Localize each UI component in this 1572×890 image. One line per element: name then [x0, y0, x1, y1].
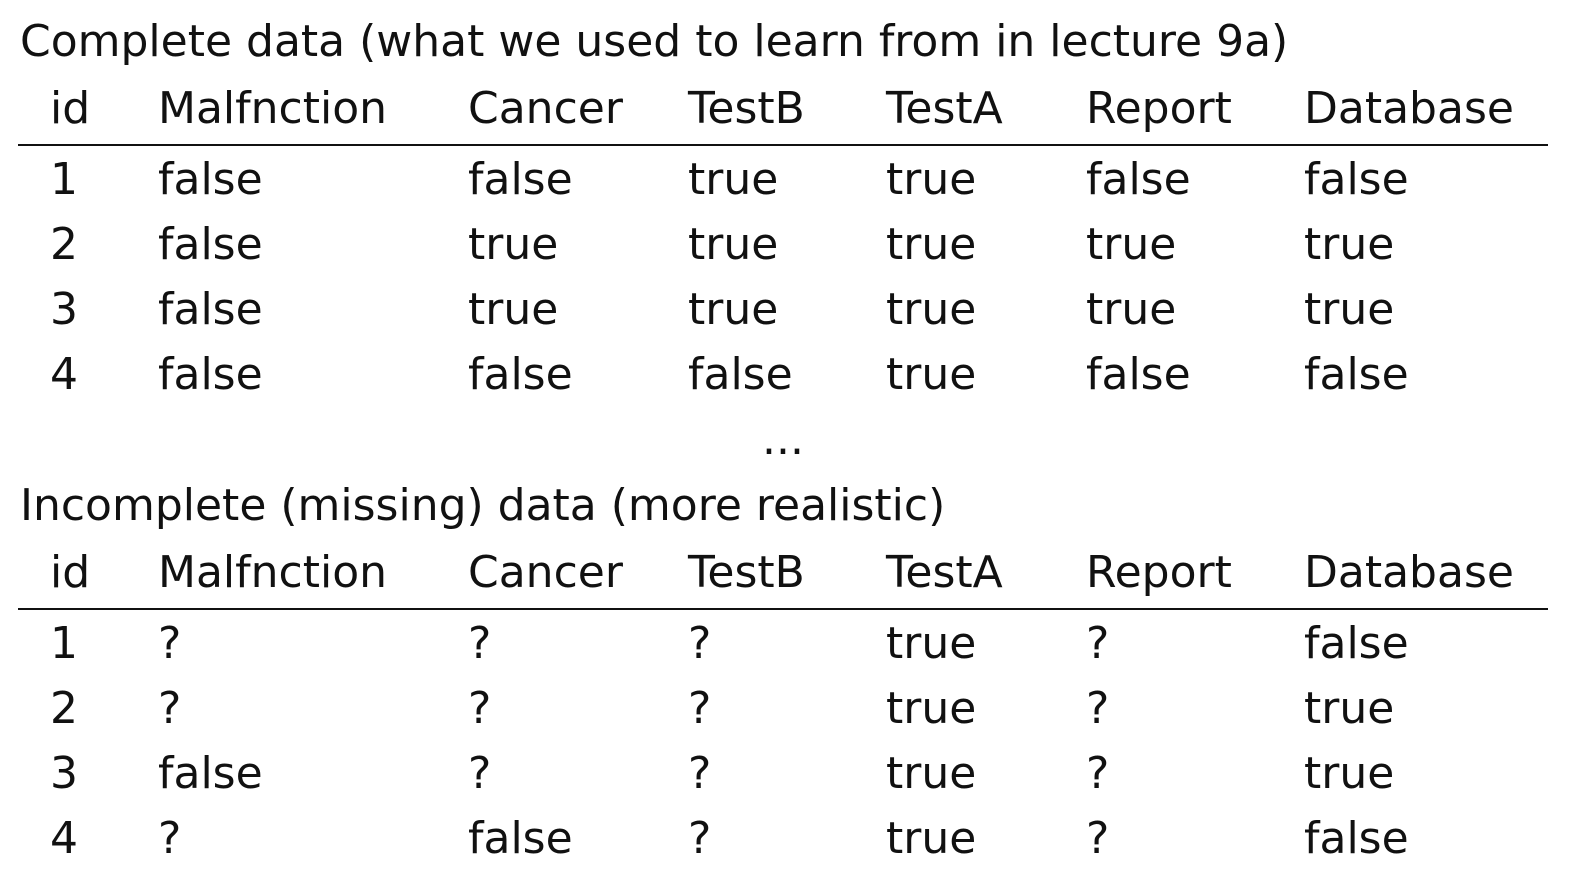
table-row: 3 false true true true true true: [18, 276, 1548, 341]
table-cell: false: [1304, 349, 1409, 400]
table-row: 4 false false false true false false: [18, 341, 1548, 406]
table-cell: true: [886, 219, 977, 270]
column-header-testb: TestB: [688, 547, 805, 598]
table-cell: false: [1304, 813, 1409, 864]
table-cell: true: [688, 284, 779, 335]
table-cell: 2: [50, 219, 78, 270]
table-cell: true: [886, 683, 977, 734]
table-cell: ?: [158, 618, 182, 669]
table-cell: ?: [1086, 683, 1110, 734]
column-header-malfnction: Malfnction: [158, 547, 388, 598]
column-header-id: id: [50, 83, 91, 134]
column-header-malfnction: Malfnction: [158, 83, 388, 134]
table-cell: true: [1304, 683, 1395, 734]
table-cell: true: [688, 154, 779, 205]
table-cell: false: [1304, 154, 1409, 205]
complete-data-table: id Malfnction Cancer TestB TestA Report …: [18, 80, 1548, 406]
column-header-database: Database: [1304, 83, 1514, 134]
table-cell: 3: [50, 284, 78, 335]
table-cell: true: [1086, 219, 1177, 270]
column-header-testa: TestA: [886, 83, 1003, 134]
table-cell: ?: [1086, 748, 1110, 799]
table-cell: ?: [1086, 618, 1110, 669]
table-cell: false: [158, 349, 263, 400]
table-row: 3 false ? ? true ? true: [18, 740, 1548, 805]
column-header-id: id: [50, 547, 91, 598]
table-cell: true: [1304, 219, 1395, 270]
table-cell: true: [468, 219, 559, 270]
table-cell: ?: [688, 683, 712, 734]
table-header-row: id Malfnction Cancer TestB TestA Report …: [18, 544, 1548, 610]
table-cell: false: [688, 349, 793, 400]
column-header-report: Report: [1086, 83, 1232, 134]
table-header-row: id Malfnction Cancer TestB TestA Report …: [18, 80, 1548, 146]
table-cell: false: [468, 349, 573, 400]
table-cell: 4: [50, 813, 78, 864]
table-row: 2 ? ? ? true ? true: [18, 675, 1548, 740]
table-cell: true: [468, 284, 559, 335]
column-header-testb: TestB: [688, 83, 805, 134]
table-cell: 1: [50, 618, 78, 669]
table-cell: false: [468, 154, 573, 205]
table-cell: false: [1304, 618, 1409, 669]
table-cell: true: [886, 618, 977, 669]
column-header-database: Database: [1304, 547, 1514, 598]
table-row: 2 false true true true true true: [18, 211, 1548, 276]
table-cell: ?: [468, 748, 492, 799]
table-cell: ?: [158, 683, 182, 734]
incomplete-data-table: id Malfnction Cancer TestB TestA Report …: [18, 544, 1548, 870]
table-cell: true: [1086, 284, 1177, 335]
table-cell: 1: [50, 154, 78, 205]
table-row: 1 ? ? ? true ? false: [18, 610, 1548, 675]
table-cell: false: [1086, 349, 1191, 400]
table-cell: ?: [688, 748, 712, 799]
table-cell: true: [1304, 748, 1395, 799]
table-cell: ?: [688, 618, 712, 669]
column-header-testa: TestA: [886, 547, 1003, 598]
table-cell: true: [886, 284, 977, 335]
column-header-cancer: Cancer: [468, 83, 623, 134]
table-cell: true: [886, 349, 977, 400]
table-cell: false: [158, 219, 263, 270]
table-row: 1 false false true true false false: [18, 146, 1548, 211]
table-cell: 2: [50, 683, 78, 734]
table-cell: true: [886, 813, 977, 864]
table-cell: true: [1304, 284, 1395, 335]
table-cell: 3: [50, 748, 78, 799]
table-cell: ?: [1086, 813, 1110, 864]
complete-data-title: Complete data (what we used to learn fro…: [20, 16, 1289, 67]
table-cell: true: [886, 748, 977, 799]
table-cell: true: [688, 219, 779, 270]
table-cell: false: [1086, 154, 1191, 205]
table-row: 4 ? false ? true ? false: [18, 805, 1548, 870]
table-cell: false: [158, 284, 263, 335]
table-cell: ?: [468, 683, 492, 734]
table-cell: ?: [158, 813, 182, 864]
table-cell: false: [158, 154, 263, 205]
table-cell: true: [886, 154, 977, 205]
ellipsis: ...: [762, 414, 804, 465]
incomplete-data-title: Incomplete (missing) data (more realisti…: [20, 480, 946, 531]
table-cell: false: [468, 813, 573, 864]
table-cell: 4: [50, 349, 78, 400]
table-cell: ?: [468, 618, 492, 669]
column-header-cancer: Cancer: [468, 547, 623, 598]
table-cell: ?: [688, 813, 712, 864]
table-cell: false: [158, 748, 263, 799]
column-header-report: Report: [1086, 547, 1232, 598]
